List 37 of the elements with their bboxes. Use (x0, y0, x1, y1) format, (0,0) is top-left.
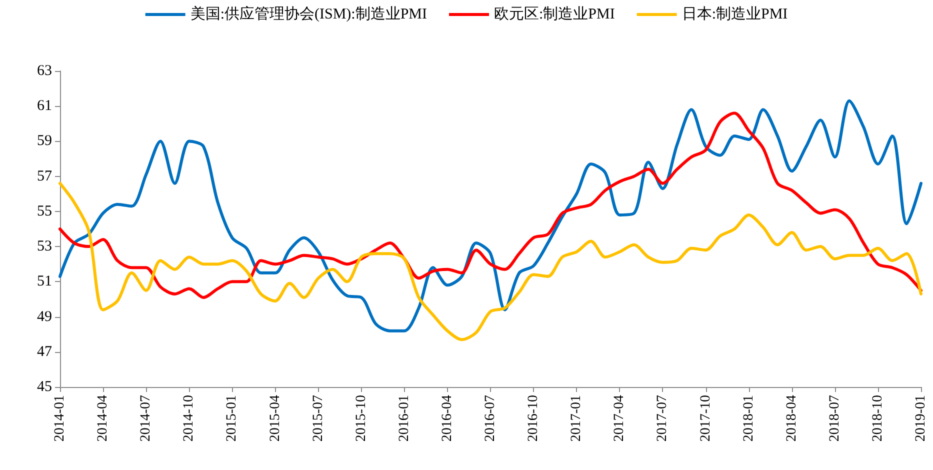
x-tick-label: 2016-07 (483, 395, 498, 442)
x-tick-label: 2018-10 (870, 395, 886, 442)
y-tick-label: 53 (37, 238, 52, 255)
y-tick-label: 59 (37, 133, 52, 150)
x-tick-label: 2015-04 (268, 395, 283, 442)
x-tick-label: 2018-04 (784, 395, 800, 442)
x-tick-label: 2015-07 (310, 395, 326, 442)
y-tick-label: 51 (37, 274, 52, 290)
line-series (58, 99, 922, 332)
line-series (58, 182, 922, 342)
y-tick-label: 61 (37, 98, 52, 114)
y-tick-label: 45 (37, 379, 52, 395)
legend-label: 欧元区:制造业PMI (494, 6, 615, 22)
x-tick-label: 2014-04 (96, 395, 111, 442)
x-tick-label: 2018-07 (827, 395, 842, 442)
x-tick-label: 2014-07 (138, 395, 154, 442)
x-tick-label: 2016-10 (526, 395, 542, 442)
line-series (58, 112, 922, 299)
x-tick-label: 2017-01 (569, 395, 584, 442)
y-tick-label: 63 (37, 63, 52, 79)
x-tick-label: 2017-04 (612, 395, 628, 442)
x-tick-label: 2017-07 (655, 395, 670, 442)
y-tick-label: 49 (37, 308, 52, 325)
x-tick-label: 2015-10 (354, 395, 369, 442)
legend-label: 日本:制造业PMI (682, 6, 788, 22)
y-tick-label: 57 (37, 168, 52, 184)
legend-label: 美国:供应管理协会(ISM):制造业PMI (190, 6, 428, 22)
y-tick-label: 47 (37, 344, 52, 360)
x-tick-label: 2016-01 (396, 395, 412, 442)
x-tick-label: 2015-01 (224, 395, 240, 442)
x-tick-label: 2016-04 (440, 395, 455, 442)
x-tick-label: 2019-01 (914, 395, 928, 442)
x-tick-label: 2018-01 (741, 395, 756, 442)
x-tick-label: 2014-01 (52, 395, 68, 442)
x-tick-label: 2017-10 (698, 395, 714, 442)
y-tick-label: 55 (37, 203, 52, 220)
x-tick-label: 2014-10 (182, 395, 197, 442)
